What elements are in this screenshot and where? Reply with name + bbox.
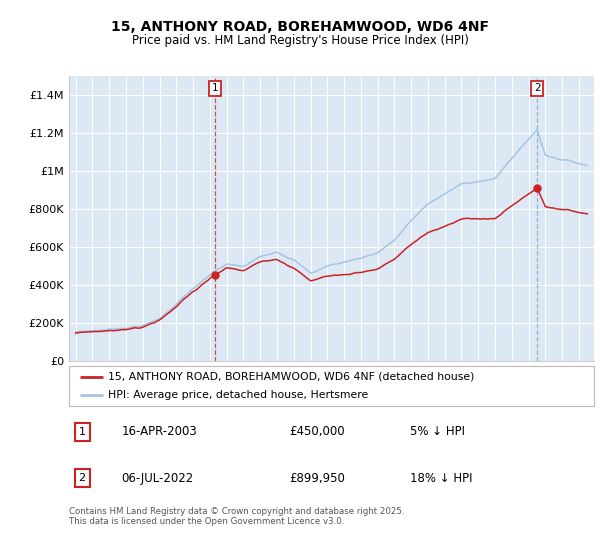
- Text: 5% ↓ HPI: 5% ↓ HPI: [410, 426, 465, 438]
- Text: Price paid vs. HM Land Registry's House Price Index (HPI): Price paid vs. HM Land Registry's House …: [131, 34, 469, 47]
- Text: 18% ↓ HPI: 18% ↓ HPI: [410, 472, 473, 484]
- Text: 15, ANTHONY ROAD, BOREHAMWOOD, WD6 4NF: 15, ANTHONY ROAD, BOREHAMWOOD, WD6 4NF: [111, 20, 489, 34]
- Text: 2: 2: [79, 473, 86, 483]
- Text: 2: 2: [534, 83, 541, 94]
- Text: 1: 1: [79, 427, 86, 437]
- Text: 06-JUL-2022: 06-JUL-2022: [121, 472, 194, 484]
- Text: 15, ANTHONY ROAD, BOREHAMWOOD, WD6 4NF (detached house): 15, ANTHONY ROAD, BOREHAMWOOD, WD6 4NF (…: [109, 372, 475, 381]
- Text: 16-APR-2003: 16-APR-2003: [121, 426, 197, 438]
- Text: HPI: Average price, detached house, Hertsmere: HPI: Average price, detached house, Hert…: [109, 390, 368, 400]
- Text: £450,000: £450,000: [290, 426, 345, 438]
- Text: Contains HM Land Registry data © Crown copyright and database right 2025.
This d: Contains HM Land Registry data © Crown c…: [69, 507, 404, 526]
- Text: 1: 1: [211, 83, 218, 94]
- Text: £899,950: £899,950: [290, 472, 346, 484]
